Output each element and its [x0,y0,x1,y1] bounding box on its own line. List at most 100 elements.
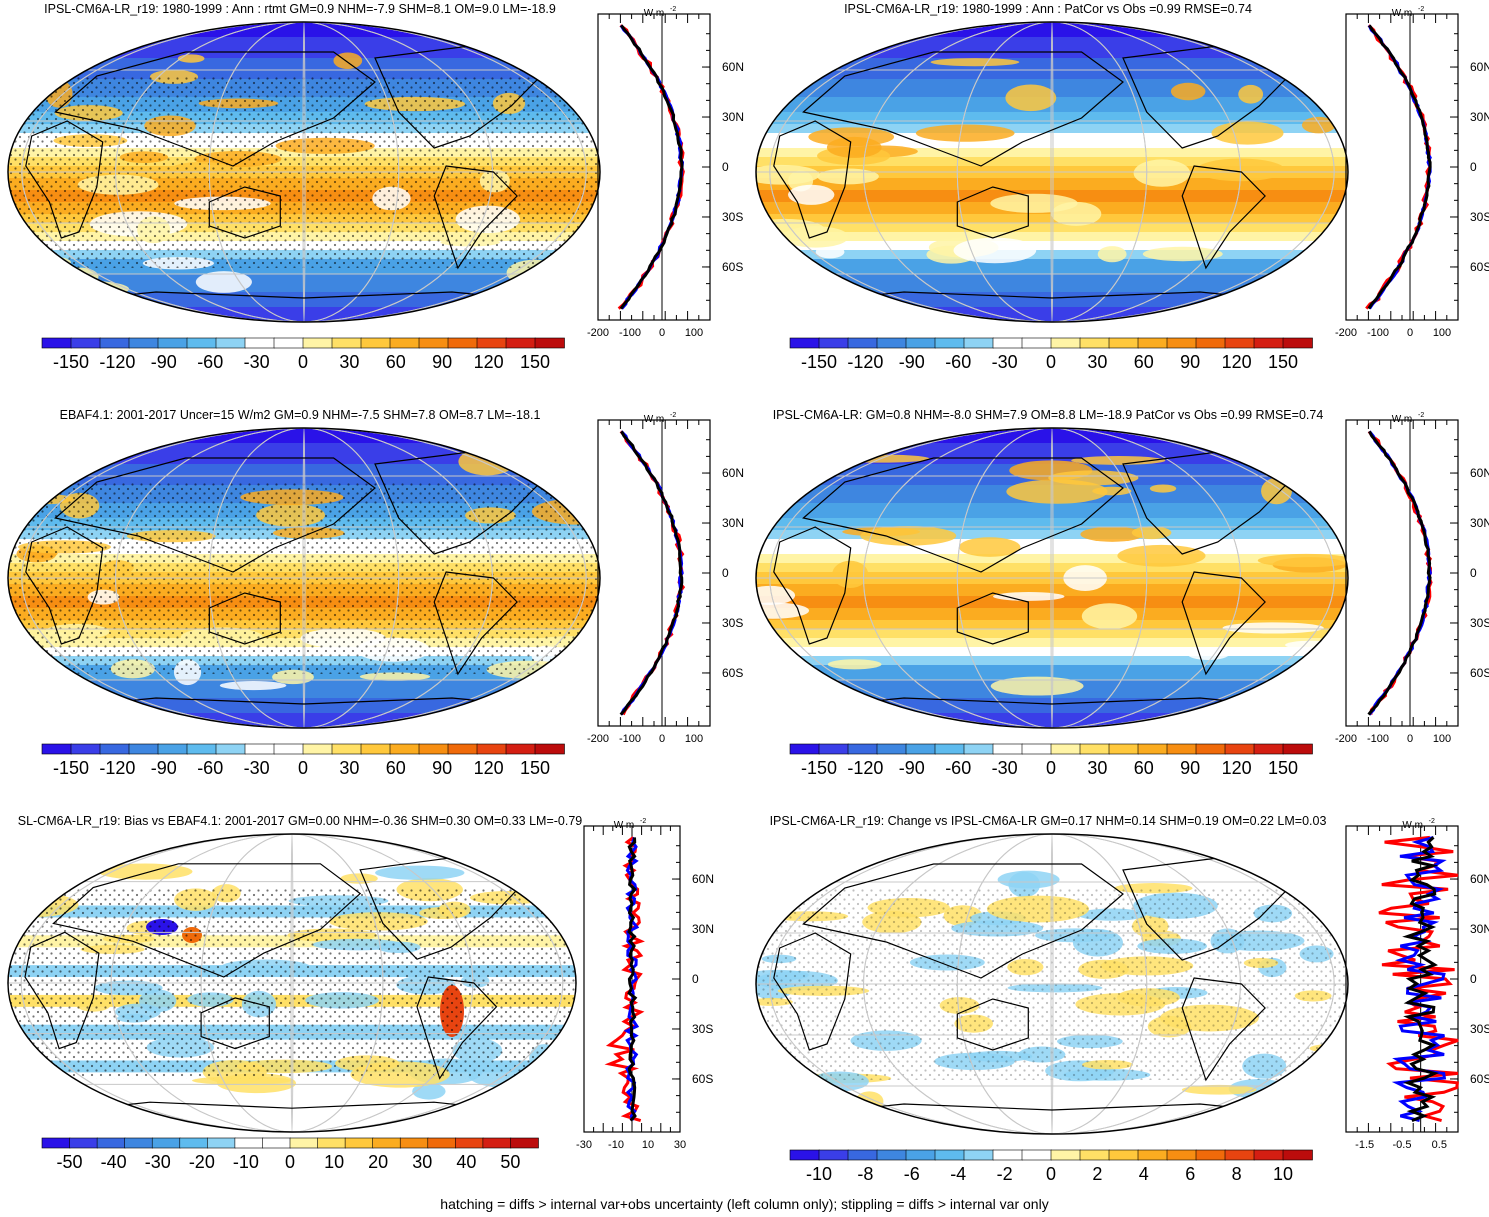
zonal-profile: 60N 30N 0 30S 60S -200 -100 0 100 W m -2 [587,412,744,745]
field-band [756,530,1348,540]
graticule-meridian [769,428,1335,728]
lat-label: 30N [692,922,714,936]
colorbar: -50 -40 -30 -20 -10 0 10 20 30 40 50 [41,1137,539,1172]
panel-title: EBAF4.1: 2001-2017 Uncer=15 W/m2 GM=0.9 … [59,408,541,422]
colorbar-swatch [331,337,362,349]
field-band [8,274,600,293]
profile-x-label: -200 [1335,327,1357,339]
colorbar-swatch [992,743,1023,755]
panel-model-patcor: IPSL-CM6A-LR_r19: 1980-1999 : Ann : PatC… [748,0,1489,405]
profile-unit-exponent: -2 [1429,818,1435,825]
colorbar-swatch [818,743,849,755]
colorbar-label: 60 [386,352,406,372]
colorbar-swatch [151,1137,181,1149]
colorbar-swatch [1253,337,1284,349]
colorbar-label: -90 [151,758,177,778]
colorbar-swatch [70,337,101,349]
panel-figure: 60N 30N 0 30S 60S -200 -100 0 100 W m -2 -150 -120 -9… [7,412,744,778]
colorbar: -150 -120 -90 -60 -30 0 30 60 90 120 150 [41,337,565,372]
colorbar-label: 30 [339,352,359,372]
map-field [756,834,1348,1134]
lat-label: 60N [1470,872,1489,886]
colorbar-swatch [399,1137,429,1149]
colorbar-swatch [128,743,159,755]
colorbar-label: 0 [1046,758,1056,778]
lat-label: 30S [1470,616,1489,630]
field-band [756,250,1348,260]
field-band [8,22,600,38]
colorbar-swatch [505,337,536,349]
field-patch [990,676,1084,696]
field-band [756,596,1348,609]
field-band [756,665,1348,681]
colorbar-label: -90 [899,352,925,372]
colorbar-swatch [789,337,820,349]
colorbar: -150 -120 -90 -60 -30 0 30 60 90 120 150 [41,743,565,778]
colorbar-swatch [207,1137,236,1149]
colorbar-swatch [905,743,936,755]
colorbar-label: -10 [233,1152,259,1172]
field-patch [1149,484,1177,493]
graticule-meridian [956,428,1148,728]
coastline [956,592,1029,645]
profile-x-label: -100 [1367,327,1389,339]
field-patch [788,184,835,205]
zonal-profile: 60N 30N 0 30S 60S -200 -100 0 100 W m -2 [1335,6,1489,339]
colorbar-swatch [389,337,420,349]
colorbar-swatch [372,1137,402,1149]
colorbar-label: 90 [1180,352,1200,372]
profile-curve [1378,835,1459,1123]
colorbar-swatch [1079,337,1110,349]
colorbar-label: -60 [945,758,971,778]
lat-label: 30N [1470,922,1489,936]
panel-title: IPSL-CM6A-LR_r19: Change vs IPSL-CM6A-LR… [769,814,1327,828]
panel-figure: 60N 30N 0 30S 60S -200 -100 0 100 W m -2 -150 -120 -9… [755,412,1489,778]
profile-frame [597,13,711,321]
colorbar-label: 10 [324,1152,344,1172]
colorbar-swatch [157,337,188,349]
field-patch [832,560,869,589]
coastline [956,998,1029,1051]
zonal-profile: 60N 30N 0 30S 60S -30 -10 10 30 W m -2 [576,818,714,1151]
colorbar-label: -30 [992,352,1018,372]
colorbar-label: 60 [1134,758,1154,778]
colorbar-swatch [69,1137,98,1149]
colorbar-swatch [179,1137,209,1149]
coastline [773,120,852,239]
colorbar-label: 40 [456,1152,476,1172]
colorbar-label: 0 [1046,1164,1056,1184]
profile-unit-exponent: -2 [670,6,676,13]
map-field [8,22,600,322]
coastline [25,120,104,239]
field-patch [375,865,465,880]
colorbar-swatch [1108,337,1139,349]
field-band [8,698,600,714]
colorbar-swatch [389,743,420,755]
colorbar-swatch [1050,337,1081,349]
graticule-meridian [1050,834,1054,1134]
profile-x-label: 0 [1407,733,1413,745]
colorbar-label: -60 [197,352,223,372]
footer-caption: hatching = diffs > internal var+obs unce… [440,1196,1049,1212]
colorbar-label: 0 [298,758,308,778]
colorbar-label: 0 [1046,352,1056,372]
colorbar-swatch [360,337,391,349]
colorbar-label: -150 [53,758,89,778]
colorbar-swatch [41,1137,71,1149]
colorbar-swatch [876,1149,907,1161]
panel-figure: 60N 30N 0 30S 60S -30 -10 10 30 W m -2 -50 -40 -30 -20… [7,818,714,1172]
field-band [8,713,600,728]
field-patch [8,869,80,885]
field-patch [1181,1084,1257,1095]
colorbar-swatch [215,743,246,755]
field-patch [1285,640,1337,650]
coastline [54,51,376,167]
colorbar: -150 -120 -90 -60 -30 0 30 60 90 120 150 [789,743,1313,778]
field-patch [1071,456,1166,465]
colorbar-swatch [344,1137,374,1149]
profile-x-label: -1.5 [1355,1139,1374,1151]
lat-label: 30S [1470,210,1489,224]
colorbar-label: -120 [99,758,135,778]
colorbar-swatch [818,1149,849,1161]
colorbar-swatch [1137,743,1168,755]
